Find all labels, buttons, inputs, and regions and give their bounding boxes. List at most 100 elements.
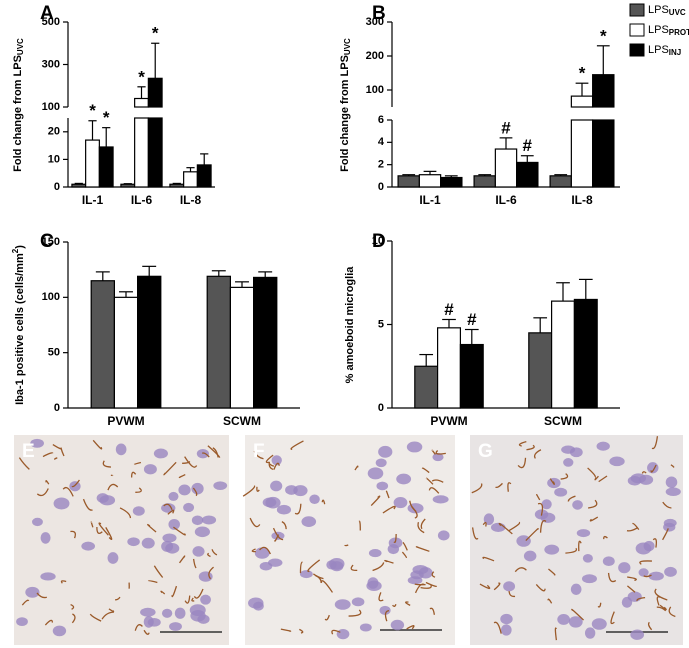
nucleus [201,515,217,525]
nucleus [630,629,645,640]
microglia-process [42,452,54,458]
bar [113,296,139,409]
microglia-process [153,565,164,578]
bar [253,276,278,409]
y-tick-label: 500 [42,16,60,28]
bar-part [570,119,594,188]
microglia-process [102,460,111,468]
error-bar [88,120,97,141]
x-tick-label: PVWM [107,414,144,428]
microglia-process [272,527,284,541]
microglia-process [401,551,408,559]
microglia-process [354,465,359,471]
nucleus [192,546,205,557]
nucleus [576,529,591,538]
error-bar [520,155,534,163]
nucleus [40,532,51,544]
error-bar [402,174,416,176]
microglia-process [147,580,158,584]
microglia-process [607,572,617,583]
nucleus [141,537,155,549]
microglia-process [207,552,211,558]
microglia-process [274,534,280,542]
nucleus [168,491,179,501]
nucleus [165,543,180,554]
microglia-process [656,596,661,606]
significance-marker: # [467,310,477,329]
legend-label-part: PROT [669,28,689,37]
microglia-process [119,507,132,519]
bar [147,77,163,188]
nucleus [183,502,195,513]
bar-part [147,117,163,188]
microglia-process [173,526,186,536]
nucleus [301,516,317,527]
microglia-process [525,528,539,542]
microglia-process [536,494,541,501]
nucleus [406,441,423,453]
bar-part [206,275,231,409]
bar-part [169,183,185,188]
microglia-process [554,627,558,641]
microglia-process [547,598,553,604]
microglia-process [370,495,381,506]
microglia-process [420,584,432,589]
microglia-process [60,447,65,457]
nucleus [200,594,211,605]
bar [440,176,463,188]
significance-marker: * [152,24,159,43]
microglia-process [249,517,261,528]
image-panel [245,435,455,645]
y-tick-label: 150 [42,236,60,248]
x-tick-label: IL-1 [82,193,104,207]
error-bar [575,82,589,97]
error-bar [419,353,434,367]
legend-label-part: LPS [648,4,669,16]
panel-label: A [40,3,54,24]
bar [494,148,518,188]
bar [98,146,114,188]
nucleus [248,597,264,609]
microglia-process [182,460,191,464]
x-tick-label: IL-8 [180,193,202,207]
nucleus [396,473,412,485]
microglia-process [627,576,637,582]
microglia-process [21,599,30,606]
microglia-process [130,471,137,478]
microglia-process [160,590,166,595]
nucleus [643,540,655,552]
error-bar [499,137,513,150]
bar-part [592,74,615,108]
nucleus [584,627,596,639]
microglia-process [409,500,417,513]
nucleus [407,576,423,585]
legend-swatch [629,23,645,37]
microglia-process [548,568,556,576]
microglia-process [385,490,390,499]
nucleus [541,499,552,510]
microglia-process [280,628,292,632]
microglia-process [647,621,653,631]
nucleus [663,522,676,532]
significance-marker: * [138,67,145,86]
nucleus [500,613,513,625]
microglia-process [98,522,109,536]
y-tick-label: 0 [54,181,60,193]
microglia-process [610,611,615,625]
nucleus [388,537,403,549]
bar [459,343,484,409]
microglia-process [588,499,598,509]
bar [137,275,162,409]
y-tick-label: 0 [378,402,384,414]
legend-label-part: LPS [648,44,669,56]
nucleus [127,537,140,547]
microglia-process [662,528,669,541]
y-axis-label-part: 2 [11,248,20,253]
bar-part [134,97,149,108]
bar [414,365,439,409]
microglia-process [191,597,195,602]
microglia-process [425,581,437,587]
bar-part [570,95,594,108]
bar-part [473,175,496,188]
microglia-process [415,546,430,552]
